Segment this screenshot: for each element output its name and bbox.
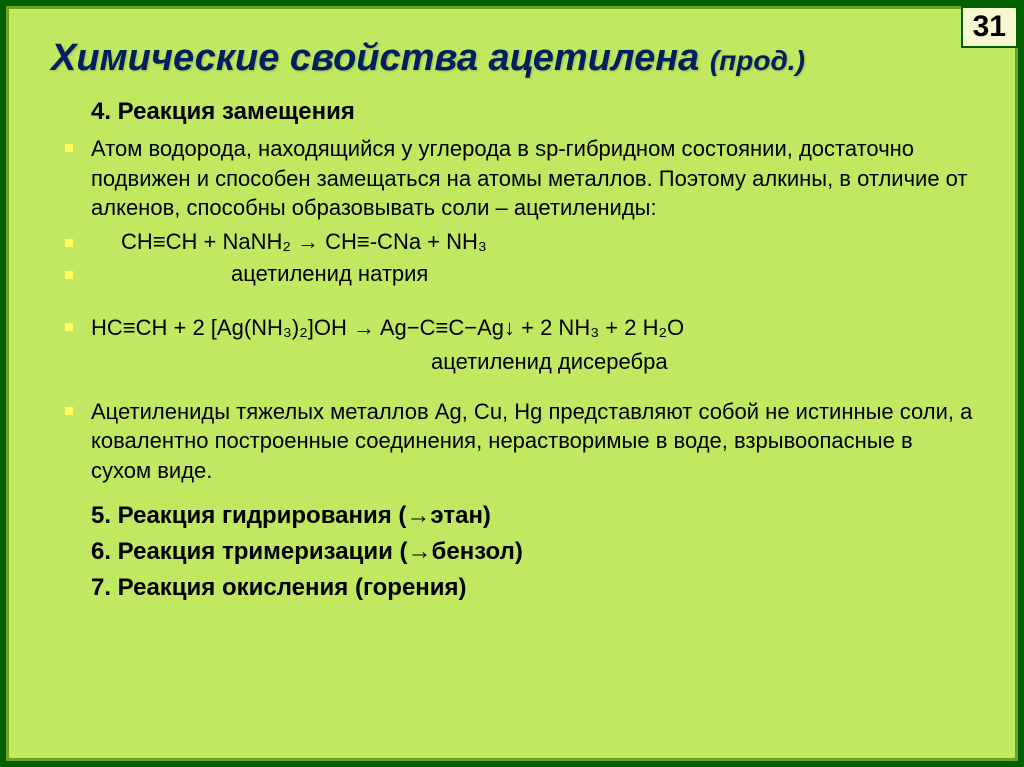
section-6-header: 6. Реакция тримеризации (→бензол) <box>91 538 973 566</box>
bullet-icon <box>65 271 73 279</box>
slide-title: Химические свойства ацетилена (прод.) <box>51 37 973 80</box>
paragraph-2: Ацетилениды тяжелых металлов Ag, Cu, Hg … <box>91 397 973 486</box>
spacer <box>91 492 973 502</box>
title-continuation: (прод.) <box>710 45 805 76</box>
paragraph-1-row: Атом водорода, находящийся у углерода в … <box>91 134 973 223</box>
section-4-header: 4. Реакция замещения <box>91 98 973 126</box>
label-1-row: ацетиленид натрия <box>91 261 973 297</box>
spacer <box>91 303 973 313</box>
bullet-icon <box>65 239 73 247</box>
slide-body: 31 Химические свойства ацетилена (прод.)… <box>6 6 1018 761</box>
formula-1-label: ацетиленид натрия <box>91 261 428 287</box>
bullet-icon <box>65 323 73 331</box>
outer-frame: 31 Химические свойства ацетилена (прод.)… <box>0 0 1024 767</box>
formula-1: CH≡CH + NaNH₂ → CH≡-CNa + NH₃ <box>91 229 487 255</box>
bullet-icon <box>65 144 73 152</box>
formula-2-label: ацетиленид дисеребра <box>91 349 973 375</box>
formula-1-row: CH≡CH + NaNH₂ → CH≡-CNa + NH₃ <box>91 229 973 255</box>
section-5-header: 5. Реакция гидрирования (→этан) <box>91 502 973 530</box>
content-block: 4. Реакция замещения Атом водорода, нахо… <box>51 98 973 602</box>
section-7-header: 7. Реакция окисления (горения) <box>91 574 973 602</box>
spacer <box>91 387 973 397</box>
title-main: Химические свойства ацетилена <box>51 37 710 79</box>
formula-2: HC≡CH + 2 [Ag(NH₃)₂]OH → Ag−C≡C−Ag↓ + 2 … <box>91 313 684 343</box>
page-number-badge: 31 <box>961 6 1018 48</box>
bullet-icon <box>65 407 73 415</box>
paragraph-1: Атом водорода, находящийся у углерода в … <box>91 134 973 223</box>
formula-2-row: HC≡CH + 2 [Ag(NH₃)₂]OH → Ag−C≡C−Ag↓ + 2 … <box>91 313 973 343</box>
paragraph-2-row: Ацетилениды тяжелых металлов Ag, Cu, Hg … <box>91 397 973 486</box>
